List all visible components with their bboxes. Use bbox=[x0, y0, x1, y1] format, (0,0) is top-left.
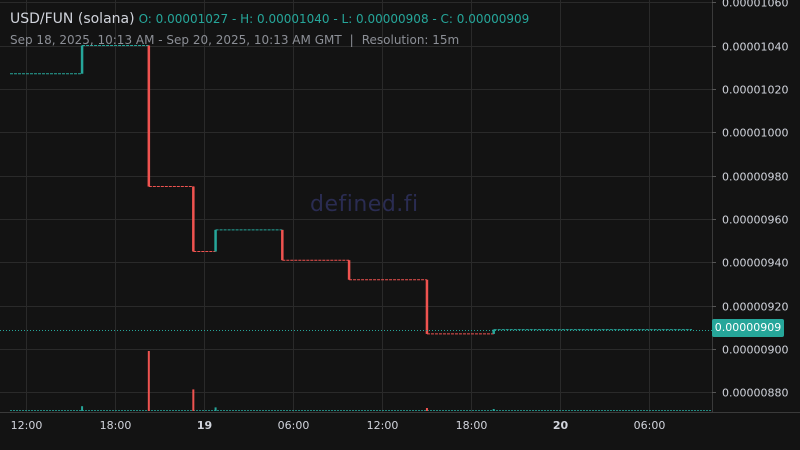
watermark-logo: defined.fi bbox=[310, 192, 419, 217]
price-tick-label: 0.00000880 bbox=[722, 387, 788, 400]
time-tick-label: 18:00 bbox=[100, 419, 132, 432]
volume-bar bbox=[81, 406, 84, 411]
volume-bar bbox=[147, 351, 150, 411]
time-tick-label: 18:00 bbox=[456, 419, 488, 432]
price-tick-label: 0.00000900 bbox=[722, 344, 788, 357]
price-tick-label: 0.00001020 bbox=[722, 84, 788, 97]
time-tick-label: 12:00 bbox=[11, 419, 43, 432]
date-range: Sep 18, 2025, 10:13 AM - Sep 20, 2025, 1… bbox=[10, 33, 342, 47]
last-price-label: 0.00000909 bbox=[712, 319, 784, 337]
volume-bar bbox=[492, 409, 495, 411]
legend-separator: | bbox=[349, 33, 354, 47]
time-tick-label: 12:00 bbox=[367, 419, 399, 432]
price-series bbox=[0, 45, 712, 335]
time-tick-label: 06:00 bbox=[278, 419, 310, 432]
time-tick-label: 20 bbox=[553, 419, 569, 432]
ohlc-values: O: 0.00001027 - H: 0.00001040 - L: 0.000… bbox=[138, 12, 530, 26]
time-axis[interactable]: 12:00 18:00 19 06:00 12:00 18:00 20 06:00 bbox=[11, 419, 666, 432]
chart-grid bbox=[0, 0, 712, 412]
resolution-label: Resolution: 15m bbox=[361, 33, 460, 47]
chart-legend: USD/FUN (solana) O: 0.00001027 - H: 0.000… bbox=[10, 10, 529, 48]
price-tick-label: 0.00000920 bbox=[722, 301, 788, 314]
symbol-title: USD/FUN (solana) bbox=[10, 11, 135, 27]
volume-bar bbox=[425, 408, 428, 411]
price-tick-label: 0.00000960 bbox=[722, 214, 788, 227]
time-tick-label: 19 bbox=[197, 419, 212, 432]
volume-bar bbox=[192, 389, 195, 411]
volume-bar bbox=[214, 407, 217, 411]
price-axis[interactable]: 0.00001060 0.00001040 0.00001020 0.00001000… bbox=[712, 0, 788, 400]
time-tick-label: 06:00 bbox=[634, 419, 666, 432]
price-tick-label: 0.00001060 bbox=[722, 0, 788, 10]
price-tick-label: 0.00000940 bbox=[722, 257, 788, 270]
price-tick-label: 0.00001040 bbox=[722, 41, 788, 54]
volume-bars bbox=[10, 351, 712, 411]
price-tick-label: 0.00001000 bbox=[722, 127, 788, 140]
price-tick-label: 0.00000980 bbox=[722, 171, 788, 184]
